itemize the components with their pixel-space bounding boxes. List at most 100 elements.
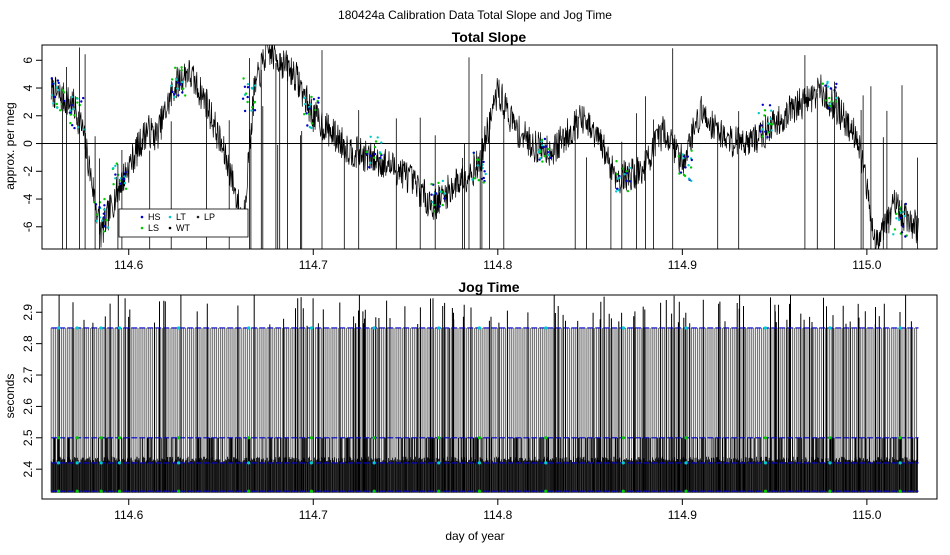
calibration-point-marker — [76, 97, 79, 100]
calibration-point-marker — [118, 182, 122, 185]
calibration-point-marker — [122, 178, 126, 181]
jog-calibration-marker — [828, 489, 832, 493]
jog-time-data-layer — [50, 295, 919, 493]
slope-y-tick-label: -2 — [21, 166, 35, 177]
jog-time-plot-frame — [41, 294, 938, 500]
jog-calibration-marker — [621, 436, 625, 440]
calibration-point-marker — [241, 97, 245, 100]
calibration-point-marker — [170, 84, 173, 87]
calibration-point-marker — [904, 235, 907, 238]
calibration-point-marker — [102, 216, 106, 219]
calibration-point-marker — [761, 135, 764, 138]
calibration-point-marker — [902, 225, 905, 228]
calibration-point-marker — [124, 170, 127, 174]
calibration-point-marker — [471, 178, 474, 181]
calibration-point-marker — [80, 100, 83, 103]
calibration-point-marker — [308, 125, 312, 129]
calibration-point-marker — [431, 201, 434, 204]
jog-y-tick-label: 2.8 — [21, 335, 35, 352]
calibration-point-marker — [899, 216, 902, 220]
calibration-point-marker — [827, 106, 831, 110]
legend-box — [118, 208, 249, 238]
calibration-point-marker — [52, 102, 55, 105]
calibration-point-marker — [76, 101, 79, 104]
jog-calibration-marker — [99, 326, 103, 330]
jog-spikes — [58, 295, 912, 492]
jog-calibration-marker — [57, 489, 61, 493]
jog-calibration-marker — [177, 326, 181, 330]
calibration-point-marker — [61, 89, 65, 92]
calibration-point-marker — [305, 112, 308, 115]
calibration-point-marker — [625, 170, 628, 173]
calibration-point-marker — [50, 77, 53, 80]
jog-calibration-marker — [898, 436, 902, 440]
calibration-point-marker — [757, 111, 760, 115]
jog-calibration-marker — [247, 436, 251, 440]
jog-calibration-marker — [763, 436, 768, 440]
jog-time-x-label: day of year — [445, 529, 504, 543]
calibration-point-marker — [430, 182, 433, 186]
jog-calibration-marker — [544, 326, 548, 330]
calibration-point-marker — [625, 179, 628, 183]
calibration-point-marker — [312, 98, 316, 101]
calibration-point-marker — [310, 122, 314, 125]
jog-calibration-marker — [477, 461, 481, 465]
calibration-point-marker — [628, 180, 632, 183]
legend-label-ls: LS — [148, 223, 159, 233]
jog-calibration-marker — [898, 489, 902, 493]
calibration-point-marker — [763, 114, 766, 117]
calibration-point-marker — [380, 141, 383, 144]
calibration-point-marker — [898, 206, 902, 209]
calibration-point-marker — [616, 173, 619, 176]
calibration-point-marker — [304, 102, 307, 106]
calibration-point-marker — [473, 177, 477, 180]
jog-x-tick-label: 115.0 — [852, 508, 881, 522]
calibration-point-marker — [62, 99, 66, 103]
jog-calibration-marker — [828, 461, 832, 465]
jog-calibration-marker — [117, 489, 122, 493]
calibration-point-marker — [547, 148, 551, 151]
calibration-point-marker — [243, 85, 247, 89]
jog-time-title: Jog Time — [458, 279, 519, 295]
jog-calibration-marker — [372, 326, 376, 330]
calibration-point-marker — [253, 109, 257, 112]
calibration-point-marker — [106, 226, 110, 229]
jog-calibration-marker — [477, 489, 481, 493]
calibration-point-marker — [310, 95, 313, 99]
calibration-point-marker — [105, 219, 108, 222]
calibration-point-marker — [57, 88, 60, 92]
calibration-point-marker — [112, 167, 115, 170]
jog-calibration-marker — [99, 489, 103, 493]
jog-calibration-marker — [477, 326, 481, 330]
calibration-point-marker — [477, 179, 480, 182]
slope-y-tick-label: 2 — [21, 112, 35, 119]
total-slope-plot-frame — [41, 44, 938, 250]
calibration-point-marker — [96, 213, 99, 216]
calibration-point-marker — [70, 95, 74, 99]
calibration-point-marker — [541, 160, 544, 163]
calibration-point-marker — [184, 94, 187, 97]
jog-y-tick-label: 2.9 — [21, 304, 35, 321]
calibration-point-marker — [73, 114, 76, 117]
calibration-point-marker — [173, 93, 176, 96]
calibration-point-marker — [180, 69, 183, 72]
jog-calibration-marker — [117, 436, 122, 440]
calibration-point-marker — [308, 107, 311, 110]
calibration-point-marker — [761, 128, 764, 131]
jog-calibration-marker — [544, 489, 548, 493]
calibration-point-marker — [373, 145, 377, 149]
jog-y-tick-label: 2.4 — [21, 461, 35, 478]
calibration-point-marker — [764, 130, 767, 133]
calibration-point-marker — [317, 96, 320, 100]
slope-y-tick-label: -4 — [21, 193, 35, 204]
calibration-point-marker — [482, 160, 485, 164]
calibration-point-marker — [439, 190, 442, 193]
calibration-point-marker — [476, 158, 479, 161]
calibration-point-marker — [175, 78, 178, 81]
calibration-point-marker — [303, 96, 306, 100]
jog-time-axes: 114.6 114.7 114.8 114.9 115.0 2.9 2.8 2.7 2.6 2.5… — [21, 304, 882, 522]
calibration-point-marker — [759, 130, 762, 133]
calibration-point-marker — [177, 94, 180, 97]
legend-label-hs: HS — [148, 212, 161, 222]
calibration-point-marker — [50, 94, 54, 97]
